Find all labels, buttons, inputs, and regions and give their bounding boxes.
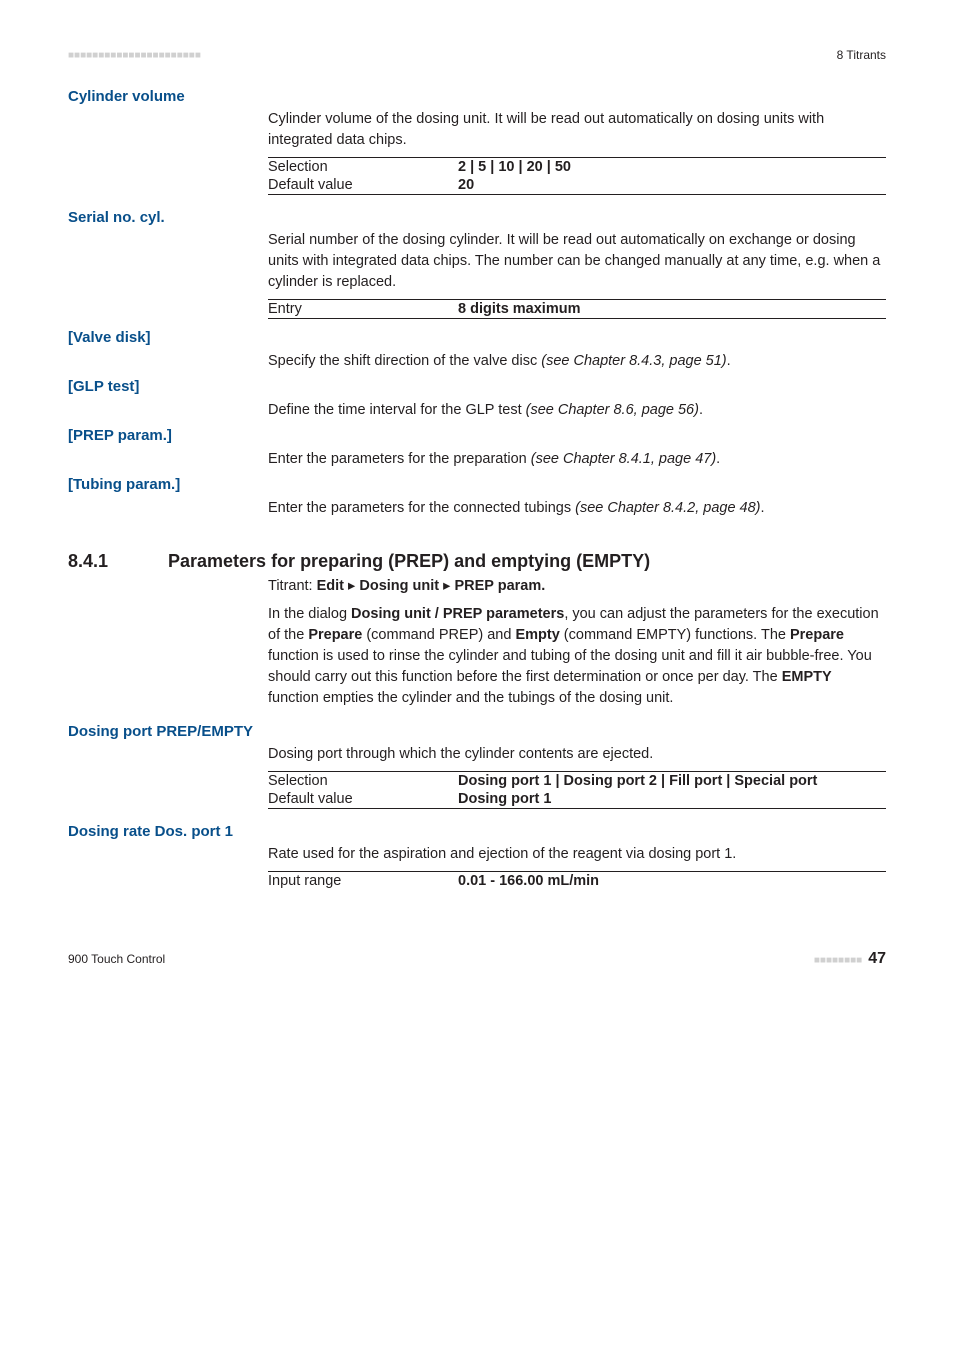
table-row: Selection Dosing port 1 | Dosing port 2 …: [268, 772, 886, 790]
text: .: [699, 402, 703, 418]
ref: (see Chapter 8.4.1, page 47): [531, 451, 716, 467]
table-dosing-port: Selection Dosing port 1 | Dosing port 2 …: [268, 771, 886, 809]
text: function empties the cylinder and the tu…: [268, 690, 673, 706]
entry-row-serial: Entry 8 digits maximum: [268, 299, 886, 319]
sel-val: 20: [458, 177, 474, 193]
term-dosing-port: Dosing port PREP/EMPTY: [68, 723, 886, 740]
text: (command PREP) and: [362, 627, 515, 643]
crumb-sep: ▸: [344, 578, 359, 594]
table-row: Default value 20: [268, 176, 886, 194]
desc-valve-disk: Specify the shift direction of the valve…: [268, 351, 886, 372]
table-row: Default value Dosing port 1: [268, 790, 886, 808]
section-heading: 8.4.1 Parameters for preparing (PREP) an…: [68, 551, 886, 572]
header-dots: ■■■■■■■■■■■■■■■■■■■■■■: [68, 50, 201, 61]
footer-left: 900 Touch Control: [68, 952, 165, 966]
desc-dosing-rate: Rate used for the aspiration and ejectio…: [268, 844, 886, 865]
ref: (see Chapter 8.4.2, page 48): [575, 500, 760, 516]
desc-glp: Define the time interval for the GLP tes…: [268, 400, 886, 421]
page-number: 47: [868, 950, 886, 968]
desc-serial: Serial number of the dosing cylinder. It…: [268, 230, 886, 293]
desc-dosing-port: Dosing port through which the cylinder c…: [268, 744, 886, 765]
table-cylinder-volume: Selection 2 | 5 | 10 | 20 | 50 Default v…: [268, 157, 886, 195]
term-dosing-rate: Dosing rate Dos. port 1: [68, 823, 886, 840]
text: .: [761, 500, 765, 516]
text: Enter the parameters for the connected t…: [268, 500, 575, 516]
ref: (see Chapter 8.4.3, page 51): [541, 353, 726, 369]
text: .: [716, 451, 720, 467]
entry-value: 0.01 - 166.00 mL/min: [458, 873, 599, 889]
term-valve-disk: [Valve disk]: [68, 329, 268, 346]
term-glp: [GLP test]: [68, 378, 268, 395]
table-row: Selection 2 | 5 | 10 | 20 | 50: [268, 158, 886, 176]
sel-label: Default value: [268, 791, 458, 807]
bold: EMPTY: [782, 669, 832, 685]
entry-value: 8 digits maximum: [458, 301, 580, 317]
crumb-sep: ▸: [439, 578, 454, 594]
sel-label: Selection: [268, 159, 458, 175]
body-paragraph: In the dialog Dosing unit / PREP paramet…: [268, 604, 886, 709]
sel-label: Selection: [268, 773, 458, 789]
crumb-seg: PREP param.: [454, 578, 545, 594]
text: Specify the shift direction of the valve…: [268, 353, 541, 369]
bold: Empty: [515, 627, 559, 643]
entry-label: Entry: [268, 301, 458, 317]
crumb-seg: Dosing unit: [359, 578, 439, 594]
text: In the dialog: [268, 606, 351, 622]
page-footer: 900 Touch Control ■■■■■■■■ 47: [68, 950, 886, 968]
sel-val: 2 | 5 | 10 | 20 | 50: [458, 159, 571, 175]
sel-val: Dosing port 1 | Dosing port 2 | Fill por…: [458, 773, 817, 789]
term-serial: Serial no. cyl.: [68, 209, 886, 226]
heading-title: Parameters for preparing (PREP) and empt…: [168, 551, 650, 572]
entry-row-dosing-rate: Input range 0.01 - 166.00 mL/min: [268, 871, 886, 890]
breadcrumb: Titrant: Edit ▸ Dosing unit ▸ PREP param…: [268, 578, 886, 594]
bold: Prepare: [790, 627, 844, 643]
text: (command EMPTY) functions. The: [560, 627, 790, 643]
bold: Dosing unit / PREP parameters: [351, 606, 564, 622]
text: Enter the parameters for the preparation: [268, 451, 531, 467]
desc-prep: Enter the parameters for the preparation…: [268, 449, 886, 470]
sel-label: Default value: [268, 177, 458, 193]
desc-cylinder-volume: Cylinder volume of the dosing unit. It w…: [268, 109, 886, 151]
ref: (see Chapter 8.6, page 56): [526, 402, 699, 418]
footer-dots: ■■■■■■■■: [814, 955, 862, 966]
term-tubing: [Tubing param.]: [68, 476, 268, 493]
text: Titrant:: [268, 578, 317, 594]
desc-tubing: Enter the parameters for the connected t…: [268, 498, 886, 519]
text: Define the time interval for the GLP tes…: [268, 402, 526, 418]
crumb-seg: Edit: [317, 578, 344, 594]
term-cylinder-volume: Cylinder volume: [68, 88, 886, 105]
bold: Prepare: [308, 627, 362, 643]
entry-label: Input range: [268, 873, 458, 889]
text: .: [727, 353, 731, 369]
term-prep: [PREP param.]: [68, 427, 268, 444]
sel-val: Dosing port 1: [458, 791, 551, 807]
header-chapter: 8 Titrants: [837, 48, 886, 62]
heading-number: 8.4.1: [68, 551, 168, 572]
page-header: ■■■■■■■■■■■■■■■■■■■■■■ 8 Titrants: [68, 48, 886, 62]
